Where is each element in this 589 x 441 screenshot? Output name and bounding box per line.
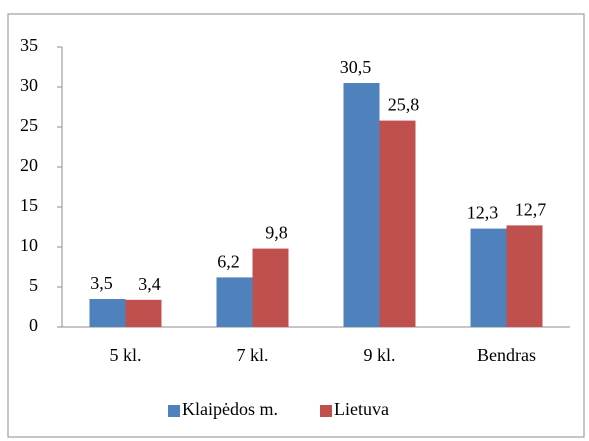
value-label: 12,7 <box>515 200 547 220</box>
chart-frame <box>7 13 585 438</box>
bar <box>470 228 507 327</box>
legend-swatch <box>320 405 332 417</box>
bar <box>379 120 416 327</box>
y-tick-label: 25 <box>20 115 38 135</box>
x-tick-label: Bendras <box>477 345 536 365</box>
legend-label: Klaipėdos m. <box>182 399 278 419</box>
bar <box>216 277 253 327</box>
y-tick-label: 5 <box>29 275 38 295</box>
value-label: 25,8 <box>388 95 420 115</box>
legend-label: Lietuva <box>334 399 389 419</box>
y-tick-label: 0 <box>29 315 38 335</box>
x-tick-label: 7 kl. <box>236 345 268 365</box>
bar <box>89 299 126 327</box>
value-label: 3,4 <box>138 274 161 294</box>
bar <box>343 83 380 327</box>
value-label: 12,3 <box>467 203 499 223</box>
x-tick-label: 5 kl. <box>109 345 141 365</box>
value-label: 6,2 <box>217 252 240 272</box>
x-tick-label: 9 kl. <box>363 345 395 365</box>
legend-swatch <box>168 405 180 417</box>
bar <box>125 299 162 327</box>
value-label: 3,5 <box>90 273 113 293</box>
y-tick-label: 35 <box>20 35 38 55</box>
y-tick-label: 15 <box>20 195 38 215</box>
bar <box>506 225 543 327</box>
value-label: 30,5 <box>340 57 372 77</box>
y-tick-label: 30 <box>20 75 38 95</box>
y-tick-label: 10 <box>20 235 38 255</box>
value-label: 9,8 <box>265 223 288 243</box>
y-tick-label: 20 <box>20 155 38 175</box>
bar <box>252 248 289 327</box>
